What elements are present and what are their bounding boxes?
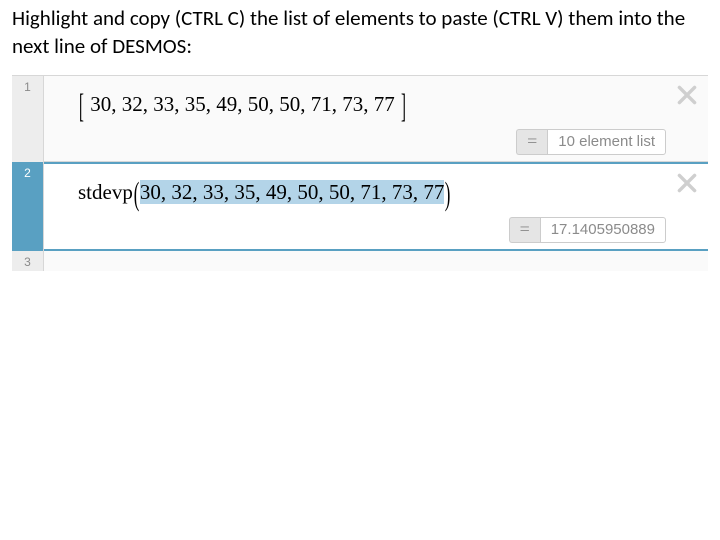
close-bracket-icon: ] (401, 86, 406, 126)
function-name: stdevp (78, 180, 133, 204)
close-paren-icon: ) (445, 175, 451, 214)
open-bracket-icon: [ (79, 86, 84, 126)
expression-content[interactable]: [ 30, 32, 33, 35, 49, 50, 50, 71, 73, 77… (78, 92, 664, 119)
expression-content[interactable]: stdevp(30, 32, 33, 35, 49, 50, 50, 71, 7… (78, 180, 664, 207)
result-value: 10 element list (547, 129, 666, 155)
row-body[interactable] (44, 251, 708, 271)
instruction-text: Highlight and copy (CTRL C) the list of … (0, 0, 720, 75)
delete-row-icon[interactable] (674, 82, 700, 108)
row-index: 1 (12, 76, 44, 162)
equals-label: = (509, 217, 540, 243)
row-index: 2 (12, 162, 44, 251)
delete-row-icon[interactable] (674, 170, 700, 196)
row-body[interactable]: [ 30, 32, 33, 35, 49, 50, 50, 71, 73, 77… (44, 76, 708, 162)
equals-label: = (516, 129, 547, 155)
list-values: 30, 32, 33, 35, 49, 50, 50, 71, 73, 77 (90, 92, 395, 116)
result-display: = 10 element list (56, 129, 666, 155)
result-value: 17.1405950889 (540, 217, 666, 243)
row-index: 3 (12, 251, 44, 271)
desmos-expression-list: 1 [ 30, 32, 33, 35, 49, 50, 50, 71, 73, … (12, 75, 708, 271)
result-display: = 17.1405950889 (56, 217, 666, 243)
selected-list-values[interactable]: 30, 32, 33, 35, 49, 50, 50, 71, 73, 77 (140, 180, 445, 204)
expression-row[interactable]: 2 stdevp(30, 32, 33, 35, 49, 50, 50, 71,… (12, 162, 708, 251)
row-body[interactable]: stdevp(30, 32, 33, 35, 49, 50, 50, 71, 7… (44, 162, 708, 251)
expression-row[interactable]: 3 (12, 251, 708, 271)
expression-row[interactable]: 1 [ 30, 32, 33, 35, 49, 50, 50, 71, 73, … (12, 76, 708, 162)
open-paren-icon: ( (134, 175, 140, 214)
